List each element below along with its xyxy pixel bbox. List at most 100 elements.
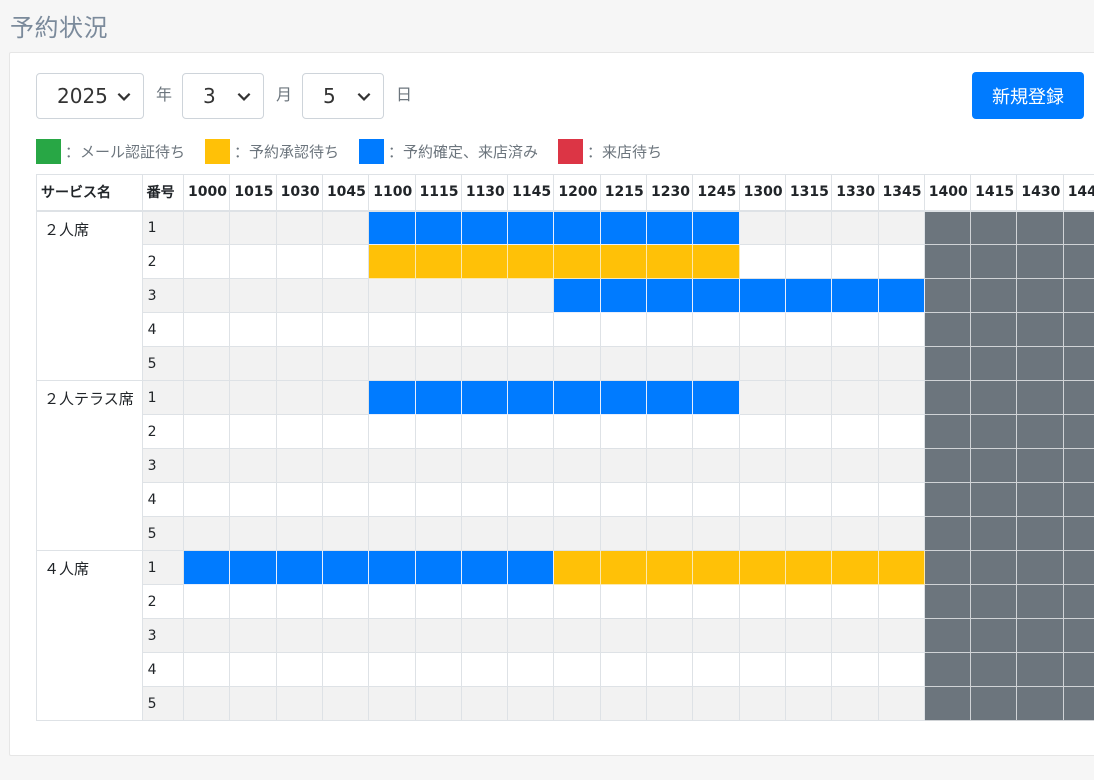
empty-slot[interactable]	[460, 584, 509, 619]
empty-slot[interactable]	[275, 380, 323, 415]
empty-slot[interactable]	[321, 584, 370, 619]
empty-slot[interactable]	[646, 618, 694, 653]
empty-slot[interactable]	[877, 414, 925, 449]
empty-slot[interactable]	[784, 516, 833, 551]
empty-slot[interactable]	[738, 210, 786, 245]
empty-slot[interactable]	[368, 346, 416, 381]
empty-slot[interactable]	[692, 618, 740, 653]
booking-slot[interactable]	[553, 278, 601, 313]
empty-slot[interactable]	[599, 414, 648, 449]
empty-slot[interactable]	[368, 686, 416, 721]
empty-slot[interactable]	[414, 686, 462, 721]
booking-slot[interactable]	[831, 550, 879, 585]
empty-slot[interactable]	[738, 380, 786, 415]
empty-slot[interactable]	[784, 244, 833, 279]
booking-slot[interactable]	[553, 380, 601, 415]
empty-slot[interactable]	[738, 448, 786, 483]
empty-slot[interactable]	[738, 686, 786, 721]
empty-slot[interactable]	[507, 516, 555, 551]
empty-slot[interactable]	[738, 618, 786, 653]
empty-slot[interactable]	[414, 482, 462, 517]
empty-slot[interactable]	[183, 652, 231, 687]
booking-slot[interactable]	[784, 550, 833, 585]
empty-slot[interactable]	[183, 584, 231, 619]
empty-slot[interactable]	[321, 686, 370, 721]
empty-slot[interactable]	[368, 278, 416, 313]
empty-slot[interactable]	[692, 686, 740, 721]
empty-slot[interactable]	[877, 210, 925, 245]
empty-slot[interactable]	[553, 584, 601, 619]
empty-slot[interactable]	[738, 652, 786, 687]
empty-slot[interactable]	[831, 686, 879, 721]
empty-slot[interactable]	[275, 414, 323, 449]
empty-slot[interactable]	[877, 244, 925, 279]
empty-slot[interactable]	[183, 244, 231, 279]
empty-slot[interactable]	[599, 312, 648, 347]
empty-slot[interactable]	[646, 516, 694, 551]
empty-slot[interactable]	[831, 516, 879, 551]
empty-slot[interactable]	[599, 346, 648, 381]
empty-slot[interactable]	[738, 244, 786, 279]
empty-slot[interactable]	[460, 448, 509, 483]
empty-slot[interactable]	[646, 652, 694, 687]
empty-slot[interactable]	[183, 210, 231, 245]
empty-slot[interactable]	[507, 312, 555, 347]
empty-slot[interactable]	[599, 584, 648, 619]
booking-slot[interactable]	[460, 244, 509, 279]
empty-slot[interactable]	[831, 448, 879, 483]
empty-slot[interactable]	[599, 448, 648, 483]
empty-slot[interactable]	[460, 516, 509, 551]
empty-slot[interactable]	[553, 414, 601, 449]
booking-slot[interactable]	[599, 210, 648, 245]
empty-slot[interactable]	[784, 686, 833, 721]
booking-slot[interactable]	[646, 244, 694, 279]
empty-slot[interactable]	[229, 618, 277, 653]
booking-slot[interactable]	[507, 380, 555, 415]
empty-slot[interactable]	[414, 346, 462, 381]
empty-slot[interactable]	[877, 448, 925, 483]
empty-slot[interactable]	[229, 210, 277, 245]
empty-slot[interactable]	[368, 482, 416, 517]
empty-slot[interactable]	[183, 414, 231, 449]
booking-slot[interactable]	[646, 550, 694, 585]
empty-slot[interactable]	[692, 584, 740, 619]
booking-slot[interactable]	[414, 210, 462, 245]
empty-slot[interactable]	[275, 210, 323, 245]
booking-slot[interactable]	[599, 244, 648, 279]
empty-slot[interactable]	[507, 584, 555, 619]
empty-slot[interactable]	[553, 346, 601, 381]
empty-slot[interactable]	[507, 482, 555, 517]
empty-slot[interactable]	[877, 686, 925, 721]
empty-slot[interactable]	[414, 448, 462, 483]
empty-slot[interactable]	[183, 618, 231, 653]
empty-slot[interactable]	[784, 210, 833, 245]
empty-slot[interactable]	[460, 346, 509, 381]
empty-slot[interactable]	[183, 482, 231, 517]
empty-slot[interactable]	[414, 618, 462, 653]
empty-slot[interactable]	[599, 516, 648, 551]
empty-slot[interactable]	[877, 584, 925, 619]
booking-slot[interactable]	[692, 244, 740, 279]
empty-slot[interactable]	[321, 210, 370, 245]
empty-slot[interactable]	[831, 618, 879, 653]
empty-slot[interactable]	[784, 618, 833, 653]
booking-slot[interactable]	[368, 210, 416, 245]
year-select[interactable]: 2025	[36, 73, 144, 119]
empty-slot[interactable]	[646, 584, 694, 619]
empty-slot[interactable]	[692, 414, 740, 449]
empty-slot[interactable]	[784, 346, 833, 381]
empty-slot[interactable]	[646, 482, 694, 517]
empty-slot[interactable]	[646, 312, 694, 347]
empty-slot[interactable]	[183, 686, 231, 721]
empty-slot[interactable]	[275, 652, 323, 687]
booking-slot[interactable]	[692, 278, 740, 313]
empty-slot[interactable]	[414, 584, 462, 619]
booking-slot[interactable]	[877, 550, 925, 585]
empty-slot[interactable]	[183, 516, 231, 551]
booking-slot[interactable]	[692, 550, 740, 585]
month-select[interactable]: 3	[182, 73, 265, 119]
empty-slot[interactable]	[553, 516, 601, 551]
empty-slot[interactable]	[831, 346, 879, 381]
empty-slot[interactable]	[229, 652, 277, 687]
booking-slot[interactable]	[460, 210, 509, 245]
